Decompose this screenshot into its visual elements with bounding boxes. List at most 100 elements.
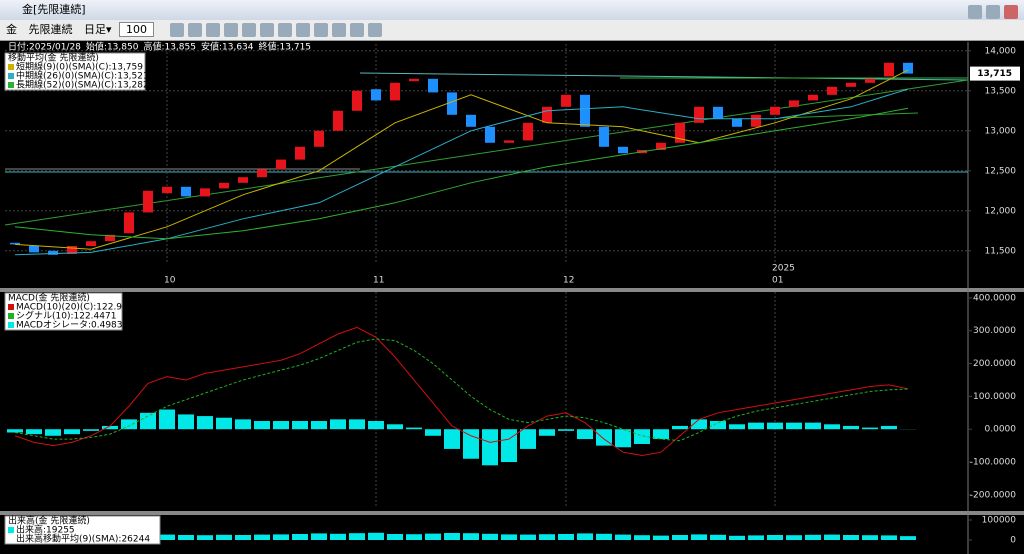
oscillator-bar <box>368 421 384 430</box>
candle <box>675 122 685 143</box>
window-title: 金[先限連続] <box>22 3 86 16</box>
tool[interactable] <box>241 23 256 37</box>
tool[interactable] <box>223 23 238 37</box>
oscillator-bar <box>729 424 745 430</box>
candle <box>371 89 381 101</box>
tool[interactable] <box>205 23 220 37</box>
volume-bar <box>558 534 574 540</box>
volume-bar <box>292 534 308 540</box>
y-tick-label: -200.0000 <box>970 490 1016 500</box>
volume-bar <box>634 535 650 540</box>
candle <box>808 94 818 101</box>
oscillator-bar <box>7 429 23 433</box>
legend-box <box>4 515 161 545</box>
legend-swatch <box>8 536 14 542</box>
volume-bar <box>178 535 194 540</box>
tool[interactable] <box>169 23 184 37</box>
volume-bar <box>235 535 251 540</box>
volume-bar <box>425 533 441 540</box>
oscillator-bar <box>349 419 365 430</box>
legend-entry: 長期線(52)(0)(SMA)(C):13,282 <box>16 79 149 91</box>
y-tick-label: 12,000 <box>985 206 1017 216</box>
legend-title: MACD(金 先限連続) <box>8 292 90 304</box>
contract[interactable]: 先限連続 <box>28 23 73 36</box>
maximize[interactable] <box>986 5 1000 19</box>
candle <box>219 182 229 189</box>
tool[interactable] <box>313 23 328 37</box>
oscillator-bar <box>102 425 118 430</box>
candle <box>447 92 457 115</box>
oscillator-bar <box>387 424 403 430</box>
volume-bar <box>520 534 536 540</box>
last-price-label: 13,715 <box>977 69 1012 79</box>
candle <box>181 186 191 197</box>
oscillator-bar <box>26 429 42 435</box>
count-input[interactable]: 100 <box>119 22 155 37</box>
legend-entry: シグナル(10):122.4471 <box>16 310 116 322</box>
candle <box>276 159 286 170</box>
y-tick-label: 13,000 <box>985 126 1017 136</box>
close[interactable] <box>1004 5 1018 19</box>
symbol[interactable]: 金 <box>6 23 17 36</box>
oscillator-bar <box>463 429 479 459</box>
oscillator-bar <box>691 419 707 430</box>
candle <box>732 118 742 127</box>
volume-bar <box>463 533 479 540</box>
oscillator-bar <box>197 416 213 430</box>
candle <box>390 82 400 101</box>
oscillator-bar <box>406 427 422 430</box>
signal-line <box>14 338 909 442</box>
legend-swatch <box>8 64 14 70</box>
period[interactable]: 日足 <box>84 23 106 36</box>
legend-entry: MACDオシレータ:0.4983 <box>16 320 123 331</box>
candle <box>599 126 609 147</box>
oscillator-bar <box>748 422 764 430</box>
legend-swatch <box>8 82 14 88</box>
minimize[interactable] <box>968 5 982 19</box>
oscillator-bar <box>539 429 555 436</box>
tool[interactable] <box>277 23 292 37</box>
candle <box>10 242 20 245</box>
oscillator-bar <box>710 421 726 430</box>
candle <box>846 82 856 87</box>
volume-bar <box>805 534 821 540</box>
oscillator-bar <box>178 414 194 430</box>
legend-swatch <box>8 322 14 328</box>
tool[interactable] <box>259 23 274 37</box>
year-label: 2025 <box>772 264 795 274</box>
legend-swatch <box>8 73 14 79</box>
trend-line <box>4 79 969 226</box>
candle <box>694 106 704 123</box>
candle <box>504 140 514 143</box>
x-tick-label: 01 <box>772 276 783 286</box>
volume-bar <box>596 533 612 540</box>
tool[interactable] <box>349 23 364 37</box>
candle <box>295 146 305 160</box>
tool[interactable] <box>295 23 310 37</box>
tool-icons <box>168 23 384 37</box>
oscillator-bar <box>634 429 650 444</box>
y-tick-label: 200.0000 <box>973 359 1016 369</box>
oscillator-bar <box>843 425 859 430</box>
oscillator-bar <box>824 424 840 430</box>
y-tick-label: 300.0000 <box>973 326 1016 336</box>
tool[interactable] <box>187 23 202 37</box>
tool[interactable] <box>367 23 382 37</box>
y-tick-label: 12,500 <box>985 166 1017 176</box>
volume-bar <box>862 535 878 540</box>
candle <box>770 106 780 115</box>
candle <box>827 86 837 95</box>
tool[interactable] <box>331 23 346 37</box>
volume-bar <box>368 532 384 540</box>
trend-line <box>779 112 919 119</box>
oscillator-bar <box>558 429 574 431</box>
oscillator-bar <box>520 429 536 449</box>
y-tick-label: 13,500 <box>985 86 1017 96</box>
volume-bar <box>387 534 403 540</box>
volume-bar <box>577 533 593 540</box>
macd-line <box>14 326 909 456</box>
legend-entry: 出来高移動平均(9)(SMA):26244 <box>16 533 150 545</box>
oscillator-bar <box>273 421 289 430</box>
oscillator-bar <box>881 425 897 430</box>
